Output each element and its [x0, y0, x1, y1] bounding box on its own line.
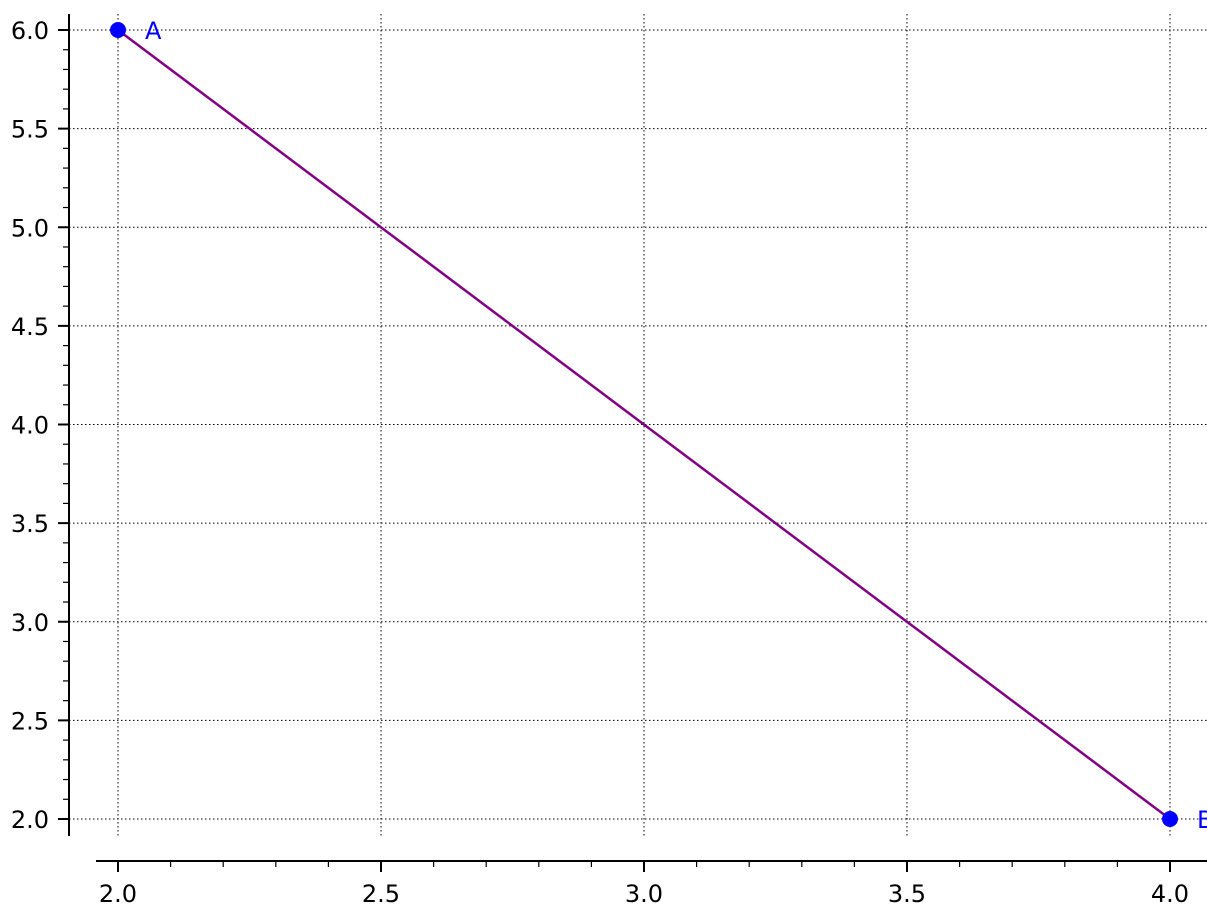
y-tick-label: 5.5 [11, 116, 49, 144]
point-b-label: B [1197, 806, 1207, 834]
grid [69, 14, 1207, 836]
points: AB [110, 17, 1207, 834]
x-tick-label: 3.5 [888, 880, 926, 905]
y-tick-label: 2.5 [11, 707, 49, 735]
x-tick-label: 4.0 [1151, 880, 1189, 905]
y-tick-label: 3.0 [11, 609, 49, 637]
y-tick-label: 6.0 [11, 17, 49, 45]
point-a-marker [110, 22, 126, 38]
series-line [117, 29, 1171, 820]
point-b-marker [1162, 811, 1178, 827]
y-tick-label: 4.0 [11, 412, 49, 440]
series [117, 29, 1171, 820]
x-tick-label: 2.0 [99, 880, 137, 905]
x-tick-label: 2.5 [362, 880, 400, 905]
tick-marks [58, 29, 1171, 872]
x-tick-label: 3.0 [625, 880, 663, 905]
point-a-label: A [145, 17, 162, 45]
axes [68, 14, 1207, 862]
y-tick-label: 4.5 [11, 313, 49, 341]
y-tick-label: 3.5 [11, 510, 49, 538]
y-tick-label: 5.0 [11, 214, 49, 242]
tick-labels: 2.0 2.5 3.0 3.5 4.0 2.0 2.5 3.0 3.5 4.0 4.5 5.0 5.5 6… [11, 17, 1189, 905]
y-tick-label: 2.0 [11, 806, 49, 834]
